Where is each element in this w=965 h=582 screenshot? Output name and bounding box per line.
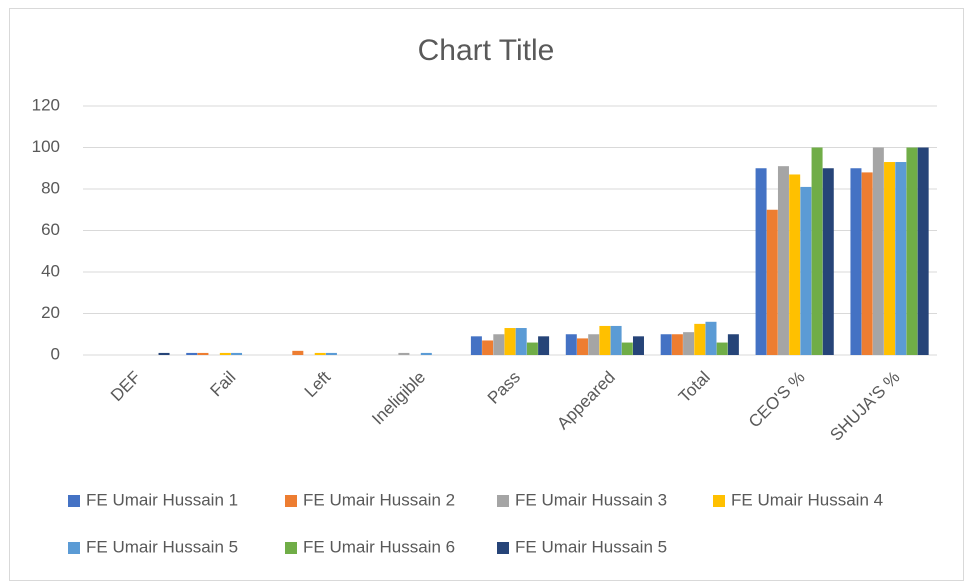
bar <box>683 332 695 355</box>
bar <box>850 168 862 355</box>
bar <box>917 147 929 355</box>
bar <box>599 325 611 355</box>
bar <box>621 342 633 355</box>
bar <box>565 334 577 355</box>
bar <box>470 336 482 355</box>
bar <box>610 325 622 355</box>
bar <box>504 328 516 355</box>
bar <box>231 352 243 355</box>
bar <box>482 340 494 355</box>
bar <box>727 334 739 355</box>
legend-swatch <box>68 495 80 507</box>
chart-title: Chart Title <box>418 34 555 67</box>
legend-swatch <box>497 495 509 507</box>
bar <box>789 174 801 355</box>
bar <box>906 147 918 355</box>
bar <box>671 334 683 355</box>
bar <box>526 342 538 355</box>
bar <box>158 352 170 355</box>
bar <box>694 323 706 355</box>
legend-swatch <box>285 495 297 507</box>
legend-label: FE Umair Hussain 4 <box>731 490 883 509</box>
bar <box>872 147 884 355</box>
y-tick-label: 40 <box>41 261 60 280</box>
bar <box>588 334 600 355</box>
bar <box>705 321 717 355</box>
y-tick-label: 120 <box>32 95 60 114</box>
legend-label: FE Umair Hussain 3 <box>515 490 667 509</box>
legend-swatch <box>497 542 509 554</box>
bar <box>197 352 209 355</box>
legend-swatch <box>68 542 80 554</box>
bar <box>755 168 767 355</box>
bar <box>716 342 728 355</box>
bar <box>420 352 432 355</box>
y-tick-label: 100 <box>32 137 60 156</box>
bar <box>186 352 198 355</box>
legend-label: FE Umair Hussain 2 <box>303 490 455 509</box>
bar <box>884 162 896 355</box>
legend-label: FE Umair Hussain 6 <box>303 537 455 556</box>
bar <box>314 352 326 355</box>
bar <box>538 336 550 355</box>
bar <box>219 352 231 355</box>
bar <box>493 334 505 355</box>
bar <box>660 334 672 355</box>
bar <box>811 147 823 355</box>
y-tick-label: 80 <box>41 178 60 197</box>
bar <box>822 168 834 355</box>
bar <box>515 328 527 355</box>
bar <box>895 162 907 355</box>
bar <box>632 336 644 355</box>
bar <box>800 186 812 355</box>
bar <box>861 172 873 355</box>
legend-swatch <box>285 542 297 554</box>
bar <box>398 352 410 355</box>
legend-label: FE Umair Hussain 1 <box>86 490 238 509</box>
y-tick-label: 60 <box>41 220 60 239</box>
y-tick-label: 0 <box>51 344 60 363</box>
bar <box>777 166 789 355</box>
bar <box>292 350 304 355</box>
legend-label: FE Umair Hussain 5 <box>515 537 667 556</box>
bar <box>576 338 588 355</box>
legend-swatch <box>713 495 725 507</box>
legend-label: FE Umair Hussain 5 <box>86 537 238 556</box>
bar <box>325 352 337 355</box>
bar <box>766 209 778 355</box>
y-tick-label: 20 <box>41 303 60 322</box>
